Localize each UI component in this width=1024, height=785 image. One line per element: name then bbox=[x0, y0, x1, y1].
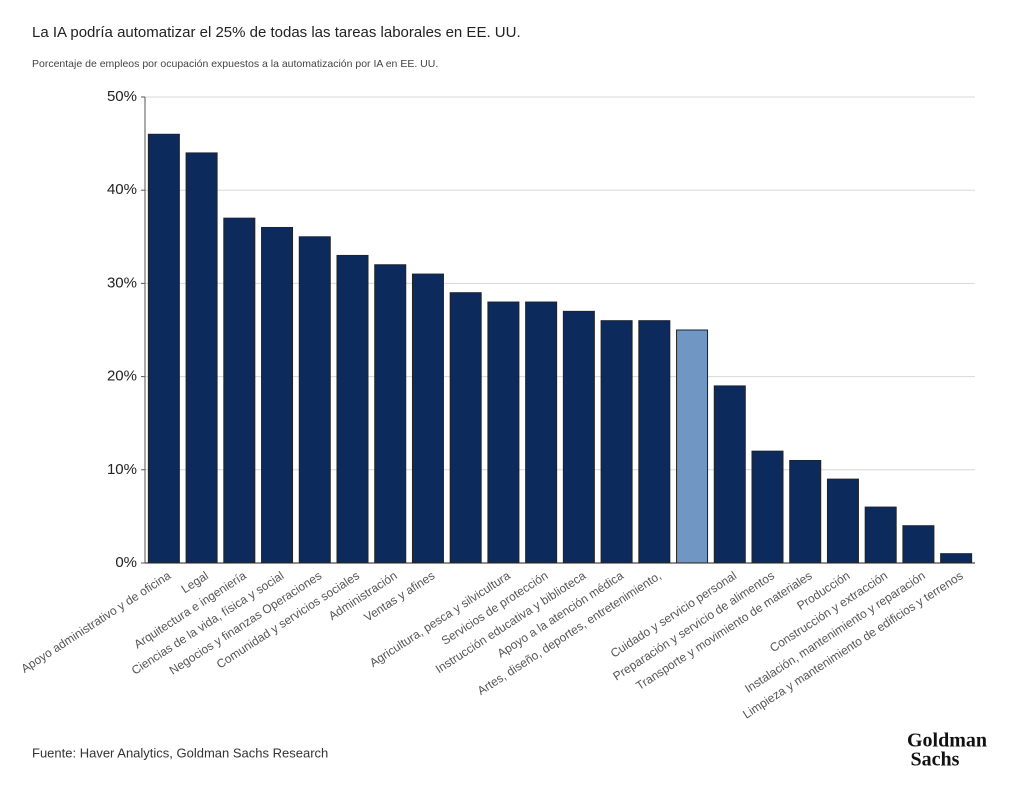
bar bbox=[751, 450, 784, 564]
bar bbox=[525, 301, 558, 564]
bar bbox=[676, 329, 709, 564]
logo: Goldman bbox=[907, 730, 987, 752]
bar bbox=[600, 320, 633, 564]
chart-title: La IA podría automatizar el 25% de todas… bbox=[32, 24, 521, 41]
y-tick-label: 20% bbox=[107, 368, 137, 385]
bar bbox=[826, 478, 859, 564]
logo: Sachs bbox=[911, 749, 960, 771]
bar bbox=[562, 310, 595, 564]
y-tick-label: 40% bbox=[107, 181, 137, 198]
bar bbox=[713, 385, 746, 564]
source: Fuente: Haver Analytics, Goldman Sachs R… bbox=[32, 745, 328, 760]
bar bbox=[940, 553, 973, 564]
y-tick-label: 0% bbox=[115, 554, 137, 571]
bar bbox=[336, 254, 369, 564]
bar bbox=[864, 506, 897, 564]
y-tick-label: 10% bbox=[107, 461, 137, 478]
chart-subtitle: Porcentaje de empleos por ocupación expu… bbox=[32, 58, 438, 70]
y-tick-label: 30% bbox=[107, 274, 137, 291]
bar bbox=[298, 236, 331, 564]
bar bbox=[261, 226, 294, 564]
bar bbox=[902, 525, 935, 564]
bar bbox=[638, 320, 671, 564]
bar bbox=[185, 152, 218, 564]
bar bbox=[487, 301, 520, 564]
bar bbox=[147, 133, 180, 564]
bar bbox=[411, 273, 444, 564]
bar bbox=[789, 459, 822, 564]
bar bbox=[223, 217, 256, 564]
bar bbox=[374, 264, 407, 564]
y-tick-label: 50% bbox=[107, 88, 137, 105]
x-tick-label: Instrucción educativa y biblioteca bbox=[433, 568, 589, 676]
bar bbox=[449, 292, 482, 564]
